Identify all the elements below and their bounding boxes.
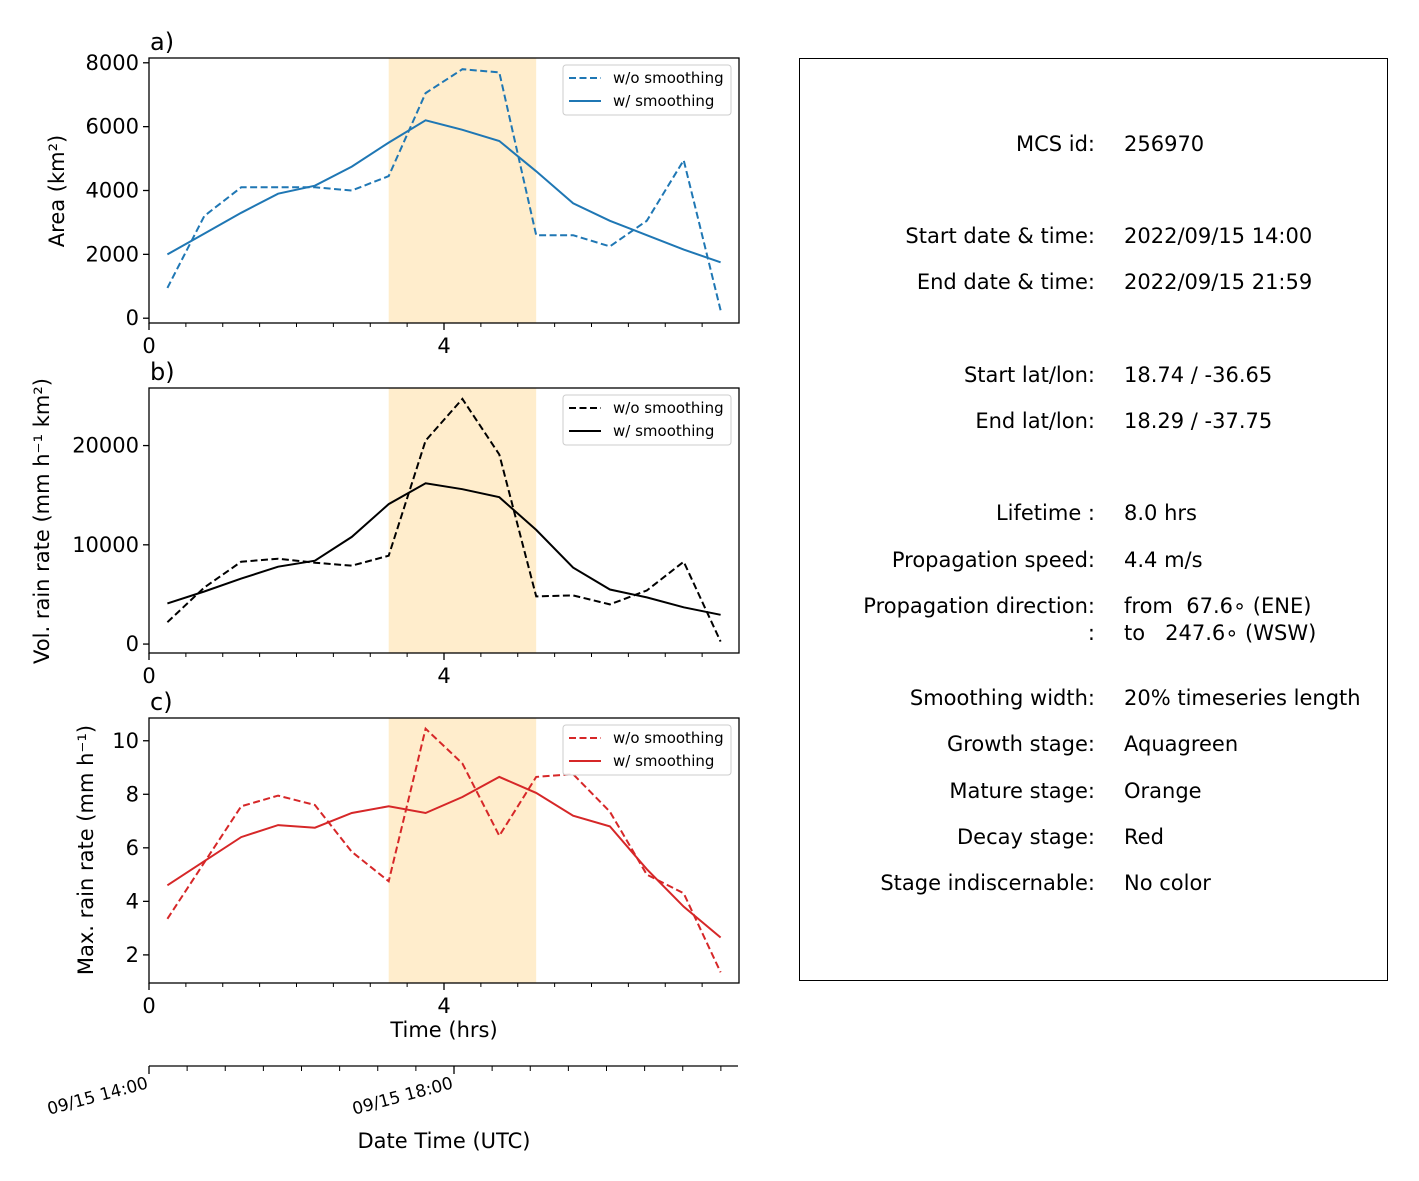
x-tick-label: 0 <box>142 664 155 688</box>
y-tick-label: 0 <box>126 306 139 330</box>
y-tick-label: 20000 <box>72 434 139 458</box>
date-axis-label: Date Time (UTC) <box>358 1129 531 1153</box>
x-tick-label: 0 <box>142 994 155 1018</box>
legend-box <box>562 64 732 116</box>
series-line-wo-smoothing <box>166 68 722 311</box>
info-label: Stage indiscernable: <box>880 871 1095 895</box>
legend-entry: w/ smoothing <box>613 422 714 440</box>
mature-stage-band <box>388 58 537 323</box>
info-value: 18.74 / -36.65 <box>1124 363 1273 387</box>
date-tick-label: 09/15 14:00 <box>45 1074 150 1120</box>
date-tick-label: 09/15 18:00 <box>350 1074 455 1120</box>
info-row-end-time: End date & time: 2022/09/15 21:59 <box>800 269 1389 295</box>
info-row-indiscernable: Stage indiscernable: No color <box>800 870 1389 896</box>
info-row-lifetime: Lifetime : 8.0 hrs <box>800 500 1389 526</box>
info-row-start-latlon: Start lat/lon: 18.74 / -36.65 <box>800 362 1389 388</box>
info-value: from 67.6∘ (ENE) <box>1124 594 1312 618</box>
info-row-end-latlon: End lat/lon: 18.29 / -37.75 <box>800 408 1389 434</box>
y-tick-label: 4000 <box>86 179 139 203</box>
info-label: End lat/lon: <box>975 409 1095 433</box>
info-row-growth: Growth stage: Aquagreen <box>800 731 1389 757</box>
series-line-w-smoothing <box>166 775 722 939</box>
info-label: Growth stage: <box>946 732 1095 756</box>
panel-label-a: a) <box>150 28 174 56</box>
date-axis: Date Time (UTC) 09/15 14:00 09/15 18:00 <box>45 1065 738 1153</box>
legend-entry: w/o smoothing <box>613 729 724 747</box>
legend-entry: w/o smoothing <box>613 399 724 417</box>
mcs-info-panel: MCS id: 256970 Start date & time: 2022/0… <box>799 58 1388 981</box>
y-tick-label: 8 <box>126 782 139 806</box>
y-tick-label: 6 <box>126 836 139 860</box>
panel-c-max-rain-rate: c) Max. rain rate (mm h⁻¹) Time (hrs) 2 4… <box>74 688 740 1042</box>
x-tick-label: 4 <box>437 994 450 1018</box>
info-label: MCS id: <box>1015 132 1095 156</box>
x-tick-label: 4 <box>437 664 450 688</box>
panel-b-vol-rain-rate: b) Vol. rain rate (mm h⁻¹ km²) 0 10000 200… <box>30 358 740 688</box>
info-row-start-time: Start date & time: 2022/09/15 14:00 <box>800 223 1389 249</box>
info-label: End date & time: <box>916 270 1095 294</box>
info-label: Propagation direction: <box>863 594 1095 618</box>
info-row-decay: Decay stage: Red <box>800 824 1389 850</box>
info-label: Decay stage: <box>957 825 1095 849</box>
panel-label-b: b) <box>150 358 175 386</box>
info-label: Start date & time: <box>905 224 1095 248</box>
panel-a-area: a) Area (km²) 0 2000 4000 6000 8000 0 4 w/o smo… <box>45 28 740 358</box>
info-label: Lifetime : <box>995 501 1095 525</box>
series-line-wo-smoothing <box>166 397 722 643</box>
series-line-wo-smoothing <box>166 726 722 973</box>
y-tick-label: 8000 <box>86 51 139 75</box>
legend-entry: w/o smoothing <box>613 69 724 87</box>
info-label: : <box>1087 621 1095 645</box>
y-axis-label-vol-rain-rate: Vol. rain rate (mm h⁻¹ km²) <box>30 378 54 664</box>
info-row-mature: Mature stage: Orange <box>800 778 1389 804</box>
y-tick-label: 6000 <box>86 115 139 139</box>
info-row-smoothing: Smoothing width: 20% timeseries length <box>800 685 1389 711</box>
info-value: 8.0 hrs <box>1124 501 1197 525</box>
info-label: Start lat/lon: <box>963 363 1095 387</box>
info-row-mcs-id: MCS id: 256970 <box>800 131 1389 157</box>
legend-entry: w/ smoothing <box>613 92 714 110</box>
y-axis-label-area: Area (km²) <box>45 135 69 247</box>
info-label: Smoothing width: <box>909 686 1095 710</box>
mature-stage-band <box>388 388 537 653</box>
mature-stage-band <box>388 718 537 983</box>
panel-label-c: c) <box>150 688 173 716</box>
legend-box <box>562 724 732 776</box>
info-value: to 247.6∘ (WSW) <box>1124 621 1317 645</box>
y-tick-label: 2000 <box>86 242 139 266</box>
info-value: 2022/09/15 21:59 <box>1124 270 1313 294</box>
y-tick-label: 0 <box>126 632 139 656</box>
legend-box <box>562 394 732 446</box>
x-tick-label: 0 <box>142 334 155 358</box>
info-row-direction: Propagation direction: from 67.6∘ (ENE) <box>800 593 1389 619</box>
info-label: Propagation speed: <box>891 548 1095 572</box>
info-value: No color <box>1124 871 1211 895</box>
info-value: Red <box>1124 825 1164 849</box>
info-value: Aquagreen <box>1124 732 1239 756</box>
info-value: 256970 <box>1124 132 1205 156</box>
y-axis-label-max-rain-rate: Max. rain rate (mm h⁻¹) <box>74 725 98 975</box>
info-value: Orange <box>1124 779 1202 803</box>
info-value: 4.4 m/s <box>1124 548 1203 572</box>
info-row-direction-to: : to 247.6∘ (WSW) <box>800 620 1389 646</box>
x-tick-label: 4 <box>437 334 450 358</box>
x-axis-label-time: Time (hrs) <box>389 1018 497 1042</box>
info-label: Mature stage: <box>949 779 1095 803</box>
legend-entry: w/ smoothing <box>613 752 714 770</box>
y-tick-label: 2 <box>126 943 139 967</box>
info-value: 20% timeseries length <box>1124 686 1361 710</box>
series-line-w-smoothing <box>167 482 721 616</box>
info-value: 2022/09/15 14:00 <box>1124 224 1313 248</box>
info-value: 18.29 / -37.75 <box>1124 409 1273 433</box>
y-tick-label: 4 <box>126 889 139 913</box>
y-tick-label: 10 <box>112 729 139 753</box>
info-row-speed: Propagation speed: 4.4 m/s <box>800 547 1389 573</box>
y-tick-label: 10000 <box>72 533 139 557</box>
series-line-w-smoothing <box>166 119 721 264</box>
